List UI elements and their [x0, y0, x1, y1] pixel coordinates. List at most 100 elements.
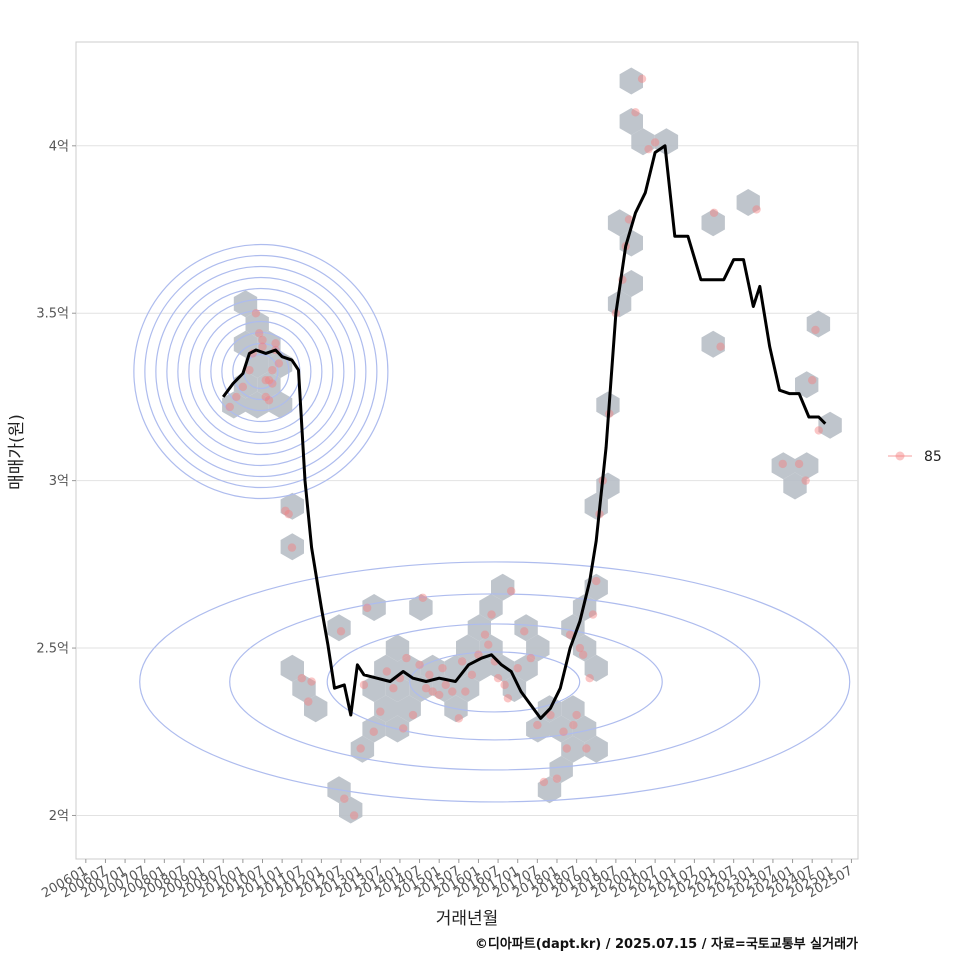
transaction-point: [467, 670, 477, 680]
transaction-point: [264, 375, 274, 385]
transaction-point: [304, 697, 313, 706]
transaction-point: [582, 744, 591, 753]
contour-ring: [133, 243, 389, 500]
transaction-point: [340, 794, 349, 803]
hexbin-cell: [292, 675, 316, 702]
transaction-point: [369, 727, 378, 736]
hexbin-cell: [280, 492, 304, 520]
contour-ring: [188, 298, 334, 445]
hexbin-cell: [280, 533, 304, 561]
x-axis-ticks: 2006012006072007012007072008012008072009…: [39, 859, 855, 901]
transaction-point: [415, 660, 424, 669]
contour-ring: [144, 254, 378, 489]
transaction-point: [434, 690, 444, 700]
y-tick-label: 3.5억: [36, 307, 69, 322]
transaction-point: [356, 744, 365, 753]
hexbin-cell: [479, 634, 503, 662]
trend-line-layer: [221, 144, 827, 720]
legend-point-icon: [895, 451, 905, 461]
hexbin-layer: [222, 67, 842, 824]
contour-ring: [409, 651, 581, 713]
transaction-point: [232, 392, 241, 402]
hexbin-cell: [631, 128, 655, 156]
transaction-point: [284, 509, 293, 519]
hexbin-cell: [362, 675, 386, 702]
transaction-point: [245, 365, 254, 375]
hexbin-cell: [222, 391, 246, 419]
transaction-point: [752, 205, 761, 214]
transaction-point: [408, 710, 418, 720]
transaction-point: [238, 382, 248, 392]
transaction-point: [251, 309, 261, 318]
hexbin-cell: [420, 654, 445, 682]
hexbin-cell: [245, 310, 269, 338]
transaction-point: [474, 650, 483, 659]
transaction-point: [261, 375, 270, 385]
transaction-point: [578, 650, 588, 659]
transaction-point: [811, 325, 820, 335]
transaction-point: [520, 627, 529, 636]
transaction-point: [575, 643, 585, 653]
transaction-point: [480, 630, 490, 639]
hexbin-cell: [327, 614, 351, 642]
contour-ring: [199, 309, 323, 434]
transaction-point: [448, 687, 457, 696]
moving-average-line: [221, 144, 827, 720]
transaction-point: [438, 663, 447, 673]
transaction-point: [461, 687, 470, 696]
transaction-point: [637, 74, 647, 84]
transaction-point: [546, 710, 555, 720]
transaction-point: [814, 426, 823, 435]
hexbin-cell: [549, 756, 573, 783]
transaction-points: [225, 74, 823, 820]
transaction-point: [389, 684, 398, 693]
hexbin-cell: [701, 330, 725, 358]
transaction-point: [402, 653, 411, 663]
hexbin-cell: [572, 715, 597, 743]
transaction-point: [559, 727, 568, 736]
hexbin-cell: [397, 695, 421, 723]
legend: 85: [888, 449, 942, 465]
hexbin-cell: [561, 735, 585, 763]
hexbin-cell: [607, 290, 632, 318]
x-axis-title: 거래년월: [436, 909, 499, 929]
hexbin-cell: [479, 594, 503, 621]
hexbin-cell: [806, 310, 831, 338]
contour-ring: [166, 276, 356, 467]
hexbin-cell: [502, 675, 527, 702]
transaction-point: [565, 630, 575, 639]
hexbin-cell: [409, 594, 433, 621]
transaction-point: [382, 667, 392, 676]
transaction-point: [376, 707, 385, 716]
transaction-point: [533, 720, 542, 730]
hexbin-cell: [350, 735, 375, 763]
hexbin-cell: [514, 614, 538, 642]
transaction-point: [624, 215, 634, 224]
plot-panel: [75, 41, 859, 860]
transaction-point: [644, 144, 653, 154]
hexbin-cell: [561, 695, 585, 723]
hexbin-cell: [374, 654, 398, 682]
transaction-point: [281, 506, 290, 515]
hexbin-cell: [233, 290, 258, 318]
hexbin-cell: [619, 108, 643, 135]
transaction-point: [428, 687, 437, 696]
hexbin-cell: [456, 675, 480, 702]
transaction-point: [513, 663, 522, 673]
transaction-point: [297, 673, 306, 683]
hexbin-cell: [771, 452, 795, 480]
transaction-point: [307, 677, 316, 686]
hexbin-cell: [304, 695, 328, 723]
transaction-point: [425, 670, 434, 680]
transaction-point: [274, 359, 284, 368]
hexbin-cell: [607, 209, 632, 237]
contour-ring: [232, 342, 290, 401]
transaction-point: [585, 673, 594, 683]
contour-ring: [326, 623, 663, 741]
hexbin-cell: [584, 735, 608, 763]
transaction-point: [418, 593, 428, 603]
transaction-point: [271, 339, 280, 348]
contour-ring: [177, 287, 345, 456]
hexbin-cell: [385, 634, 410, 662]
y-tick-label: 3억: [49, 474, 69, 489]
